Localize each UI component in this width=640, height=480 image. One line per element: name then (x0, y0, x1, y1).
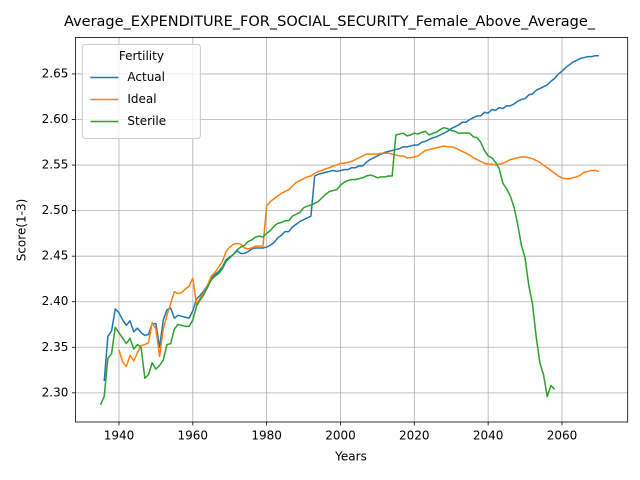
x-tick-label: 2000 (325, 429, 356, 443)
y-tick-label: 2.60 (42, 112, 69, 126)
data-line (99, 126, 556, 405)
x-tick-label: 2020 (399, 429, 430, 443)
y-tick-label: 2.45 (42, 249, 69, 263)
legend-label: Actual (127, 70, 165, 84)
legend-label: Ideal (127, 92, 156, 106)
legend: Fertility Actual Ideal Sterile (81, 44, 201, 139)
y-tick-label: 2.35 (42, 340, 69, 354)
data-line (118, 145, 600, 368)
y-tick-label: 2.50 (42, 203, 69, 217)
legend-box (81, 44, 201, 139)
x-tick-label: 1960 (178, 429, 209, 443)
x-tick-label: 2040 (473, 429, 504, 443)
data-line (103, 54, 599, 382)
legend-label: Sterile (127, 114, 166, 128)
y-tick-label: 2.40 (42, 294, 69, 308)
y-tick-label: 2.30 (42, 385, 69, 399)
y-axis-label: Score(1-3) (15, 199, 29, 262)
x-tick-label: 1980 (251, 429, 282, 443)
x-tick-label: 2060 (547, 429, 578, 443)
x-tick-label: 1940 (104, 429, 135, 443)
y-tick-label: 2.55 (42, 158, 69, 172)
plot-frame (75, 37, 629, 423)
x-axis-label: Years (334, 450, 367, 464)
chart-title: Average_EXPENDITURE_FOR_SOCIAL_SECURITY_… (64, 14, 596, 30)
legend-title: Fertility (119, 49, 164, 63)
y-tick-label: 2.65 (42, 66, 69, 80)
